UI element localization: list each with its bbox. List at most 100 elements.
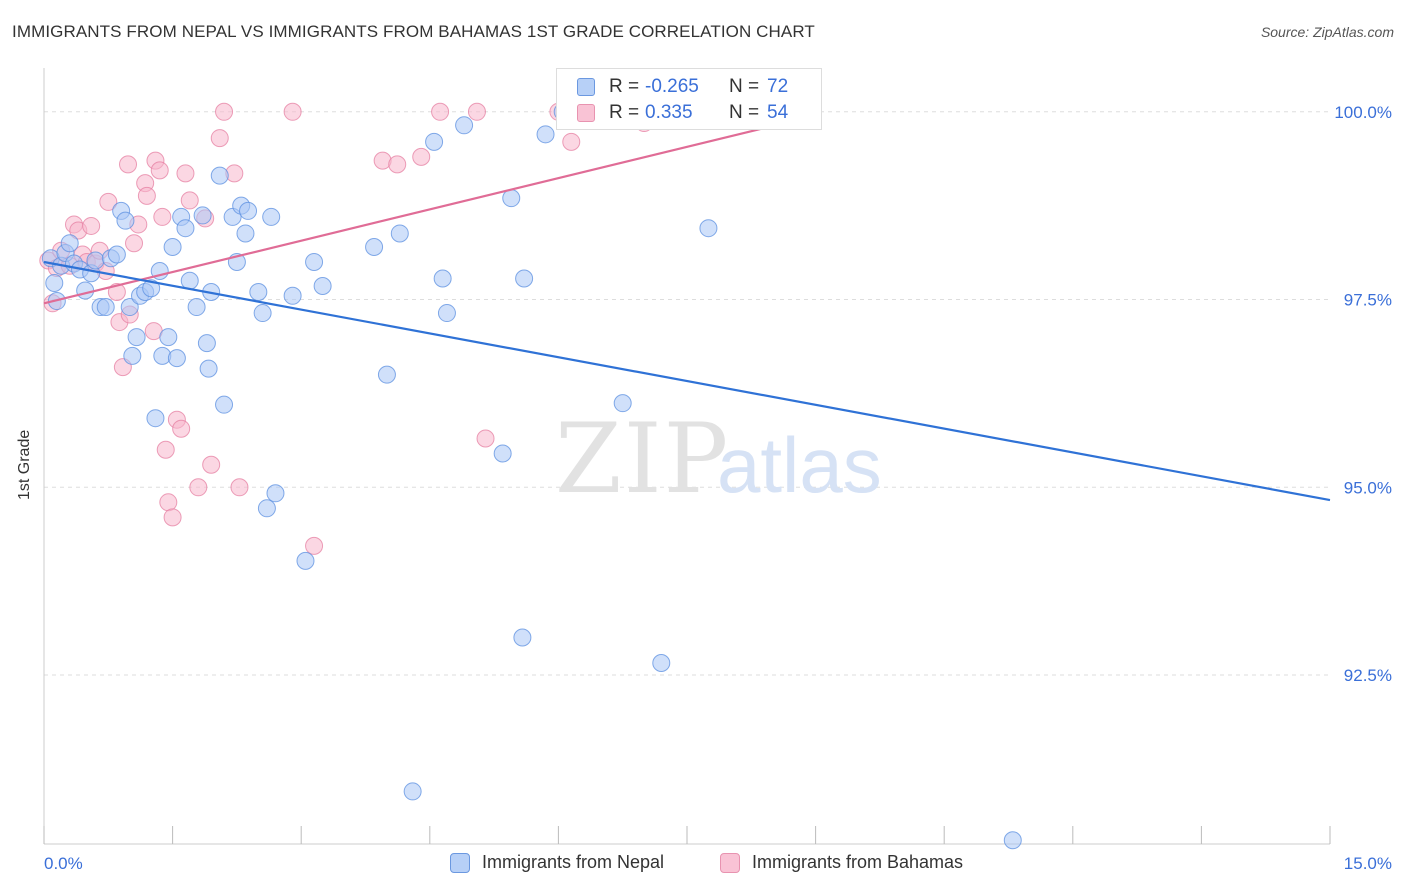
bottom-legend-nepal: Immigrants from Nepal bbox=[450, 852, 664, 873]
nepal-n-label: N = bbox=[729, 76, 760, 97]
y-tick-label: 92.5% bbox=[1344, 666, 1392, 685]
nepal-point bbox=[613, 394, 632, 413]
bahamas-point bbox=[137, 186, 156, 205]
nepal-point bbox=[176, 219, 195, 238]
bahamas-point bbox=[467, 102, 486, 121]
bahamas-point bbox=[215, 102, 234, 121]
nepal-point bbox=[425, 132, 444, 151]
nepal-point bbox=[163, 237, 182, 256]
nepal-point bbox=[390, 224, 409, 243]
bahamas-n-value: 54 bbox=[767, 102, 789, 123]
nepal-point bbox=[365, 237, 384, 256]
nepal-point bbox=[437, 304, 456, 323]
nepal-point bbox=[123, 346, 142, 365]
nepal-point bbox=[187, 298, 206, 317]
bottom-nepal-swatch bbox=[450, 852, 470, 873]
bahamas-r-value: 0.335 bbox=[645, 102, 693, 123]
bahamas-point bbox=[159, 493, 178, 512]
x-tick-label: 0.0% bbox=[44, 854, 83, 873]
nepal-point bbox=[236, 224, 255, 243]
watermark-zip: ZIP bbox=[555, 403, 730, 515]
bahamas-point bbox=[230, 478, 249, 497]
legend-row-bahamas: R = 0.335 N = 54 bbox=[577, 101, 788, 125]
nepal-point bbox=[515, 269, 534, 288]
nepal-point bbox=[403, 782, 422, 801]
bahamas-point bbox=[180, 191, 199, 210]
legend-row-nepal: R = -0.265 N = 72 bbox=[577, 75, 788, 99]
nepal-point bbox=[199, 359, 218, 378]
bahamas-point bbox=[202, 455, 221, 474]
nepal-point bbox=[266, 484, 285, 503]
bahamas-point bbox=[172, 419, 191, 438]
nepal-point bbox=[296, 551, 315, 570]
nepal-point bbox=[433, 269, 452, 288]
stats-legend: R = -0.265 N = 72 R = 0.335 N = 54 bbox=[556, 68, 822, 130]
nepal-r-value: -0.265 bbox=[645, 76, 699, 97]
nepal-point bbox=[76, 281, 95, 300]
nepal-point bbox=[86, 251, 105, 270]
chart-title: IMMIGRANTS FROM NEPAL VS IMMIGRANTS FROM… bbox=[12, 22, 815, 41]
watermark-atlas: atlas bbox=[717, 421, 882, 509]
bottom-nepal-label: Immigrants from Nepal bbox=[482, 852, 665, 872]
chart-source: Source: ZipAtlas.com bbox=[1260, 24, 1394, 40]
nepal-point bbox=[146, 409, 165, 428]
nepal-point bbox=[167, 349, 186, 368]
bahamas-point bbox=[189, 478, 208, 497]
bahamas-point bbox=[163, 508, 182, 527]
nepal-point bbox=[249, 283, 268, 302]
nepal-point bbox=[215, 395, 234, 414]
nepal-point bbox=[1003, 831, 1022, 850]
nepal-point bbox=[45, 274, 64, 293]
nepal-point bbox=[313, 277, 332, 296]
nepal-point bbox=[699, 219, 718, 238]
nepal-point bbox=[96, 298, 115, 317]
bahamas-swatch bbox=[577, 104, 595, 122]
bahamas-point bbox=[82, 216, 101, 235]
nepal-point bbox=[262, 207, 281, 226]
nepal-point bbox=[652, 654, 671, 673]
bahamas-point bbox=[153, 207, 172, 226]
bahamas-point bbox=[283, 102, 302, 121]
nepal-point bbox=[239, 201, 258, 220]
nepal-point bbox=[455, 116, 474, 135]
bahamas-point bbox=[562, 132, 581, 151]
watermark: ZIP atlas bbox=[555, 403, 882, 515]
nepal-point bbox=[513, 628, 532, 647]
nepal-point bbox=[257, 499, 276, 518]
nepal-trend-line bbox=[43, 260, 1331, 502]
nepal-point bbox=[536, 125, 555, 144]
bottom-legend-bahamas: Immigrants from Bahamas bbox=[720, 852, 963, 873]
nepal-point bbox=[493, 444, 512, 463]
bahamas-point bbox=[431, 102, 450, 121]
nepal-point bbox=[253, 304, 272, 323]
nepal-point bbox=[120, 298, 139, 317]
bahamas-point bbox=[99, 192, 118, 211]
x-tick-label: 15.0% bbox=[1344, 854, 1392, 873]
axes bbox=[43, 68, 1331, 845]
bahamas-point bbox=[412, 147, 431, 166]
bahamas-point bbox=[305, 536, 324, 555]
bahamas-point bbox=[210, 129, 229, 148]
nepal-point bbox=[60, 234, 79, 253]
nepal-point bbox=[107, 245, 126, 264]
nepal-point bbox=[305, 252, 324, 271]
nepal-point bbox=[180, 271, 199, 290]
bahamas-point bbox=[388, 155, 407, 174]
bahamas-point bbox=[119, 155, 138, 174]
bahamas-point bbox=[107, 283, 126, 302]
y-tick-label: 100.0% bbox=[1334, 103, 1392, 122]
nepal-n-value: 72 bbox=[767, 76, 789, 97]
bahamas-trend-line bbox=[43, 114, 816, 305]
nepal-point bbox=[193, 206, 212, 225]
nepal-point bbox=[502, 189, 521, 208]
bahamas-point bbox=[150, 161, 169, 180]
nepal-point bbox=[142, 279, 161, 298]
tick-labels: 92.5% 95.0% 97.5% 100.0% 0.0% 15.0% bbox=[44, 103, 1392, 873]
nepal-point bbox=[159, 328, 178, 347]
nepal-point bbox=[116, 211, 135, 230]
bahamas-point bbox=[476, 429, 495, 448]
nepal-swatch bbox=[577, 78, 595, 96]
nepal-point bbox=[197, 334, 216, 353]
bahamas-point bbox=[125, 234, 144, 253]
